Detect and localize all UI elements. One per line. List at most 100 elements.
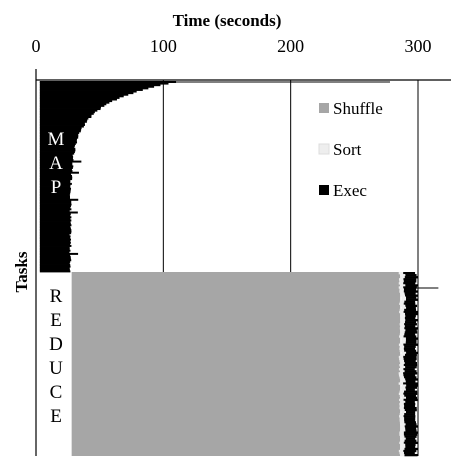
map-exec-bar: [39, 95, 124, 98]
reduce-exec-bar: [403, 406, 417, 410]
reduce-sort-bar: [399, 417, 405, 420]
reduce-exec-bar: [406, 384, 419, 387]
map-exec-bar: [39, 149, 76, 152]
map-exec-bar: [39, 182, 72, 185]
reduce-exec-bar: [403, 364, 418, 367]
reduce-exec-bar: [405, 437, 416, 440]
reduce-sort-bar: [398, 278, 404, 281]
reduce-exec-bar: [404, 292, 416, 295]
reduce-exec-bar: [404, 308, 417, 312]
map-exec-bar: [39, 155, 74, 158]
reduce-phase-bars: [71, 272, 439, 457]
reduce-exec-bar: [405, 314, 416, 318]
map-exec-bar: [39, 195, 70, 198]
reduce-sort-bar: [401, 437, 406, 440]
reduce-exec-bar: [404, 413, 416, 416]
reduce-sort-bar: [400, 314, 406, 318]
reduce-exec-bar: [405, 388, 415, 391]
map-exec-bar: [39, 106, 101, 109]
legend-label-exec: Exec: [333, 181, 367, 200]
reduce-exec-bar: [403, 431, 418, 434]
map-exec-bar: [39, 216, 72, 219]
reduce-sort-bar: [398, 286, 404, 289]
reduce-exec-bar: [403, 357, 417, 361]
map-exec-bar: [39, 144, 75, 147]
reduce-sort-bar: [399, 413, 405, 416]
reduce-sort-bar: [401, 339, 406, 342]
reduce-sort-bar: [400, 447, 405, 451]
map-exec-bar: [39, 170, 73, 173]
map-exec-bar: [39, 136, 79, 139]
map-exec-bar: [39, 251, 70, 254]
reduce-exec-bar: [403, 415, 416, 418]
reduce-sort-bar: [400, 453, 405, 457]
map-exec-bar: [39, 131, 80, 134]
map-exec-bar: [39, 197, 71, 200]
reduce-sort-bar: [399, 376, 405, 379]
reduce-exec-bar: [403, 280, 417, 283]
reduce-sort-bar: [400, 353, 405, 357]
reduce-exec-bar: [405, 386, 417, 389]
map-exec-bar: [39, 90, 137, 93]
map-exec-bar: [39, 127, 82, 130]
reduce-sort-bar: [400, 361, 405, 365]
reduce-sort-bar: [399, 347, 404, 350]
x-tick-label-100: 100: [150, 36, 177, 56]
x-axis-title: Time (seconds): [173, 11, 282, 30]
reduce-exec-bar: [404, 345, 416, 348]
map-exec-bar: [39, 265, 71, 268]
reduce-exec-bar: [405, 294, 419, 297]
reduce-sort-bar: [401, 423, 406, 426]
map-phase-bars: [39, 81, 390, 273]
map-exec-bar: [39, 238, 72, 241]
reduce-exec-bar: [403, 310, 419, 314]
reduce-exec-bar: [404, 312, 418, 316]
reduce-sort-bar: [401, 384, 407, 387]
map-exec-bar: [39, 248, 70, 251]
reduce-letter: E: [50, 406, 62, 427]
map-exec-bar: [39, 227, 71, 230]
map-exec-bar: [39, 111, 95, 114]
map-exec-bar: [39, 109, 98, 112]
reduce-exec-bar: [404, 300, 416, 303]
reduce-sort-bar: [400, 443, 406, 447]
reduce-sort-bar: [400, 316, 405, 320]
map-exec-bar: [39, 190, 71, 193]
reduce-letter: E: [50, 310, 62, 331]
reduce-sort-bar: [399, 404, 405, 408]
x-tick-label-0: 0: [32, 36, 41, 56]
reduce-exec-bar: [405, 411, 416, 414]
y-axis-title: Tasks: [12, 251, 31, 292]
map-exec-bar: [39, 162, 73, 165]
reduce-exec-bar: [404, 316, 416, 320]
reduce-exec-bar: [405, 319, 419, 322]
reduce-exec-bar: [405, 284, 419, 287]
map-exec-bar: [39, 267, 70, 270]
reduce-sort-bar: [399, 419, 405, 422]
map-exec-bar: [39, 241, 71, 244]
reduce-exec-bar: [403, 372, 418, 375]
map-exec-bar: [39, 257, 71, 260]
reduce-exec-bar: [403, 347, 416, 350]
map-exec-bar: [39, 205, 71, 208]
reduce-sort-bar: [400, 274, 406, 277]
axes: [35, 69, 451, 456]
reduce-exec-bar: [403, 288, 417, 291]
map-exec-bar: [39, 240, 71, 243]
reduce-exec-bar: [405, 427, 417, 430]
map-exec-bar: [39, 96, 120, 99]
reduce-exec-bar: [403, 392, 418, 395]
reduce-sort-bar: [400, 329, 406, 332]
legend-label-sort: Sort: [333, 140, 362, 159]
reduce-sort-bar: [400, 292, 405, 295]
reduce-sort-bar: [400, 294, 406, 297]
reduce-sort-bar: [399, 357, 404, 361]
map-exec-bar: [39, 259, 72, 262]
reduce-sort-bar: [401, 351, 407, 355]
map-exec-bar: [39, 101, 110, 104]
reduce-sort-bar: [401, 341, 406, 344]
map-exec-bar: [39, 225, 71, 228]
map-exec-bar: [39, 160, 82, 163]
